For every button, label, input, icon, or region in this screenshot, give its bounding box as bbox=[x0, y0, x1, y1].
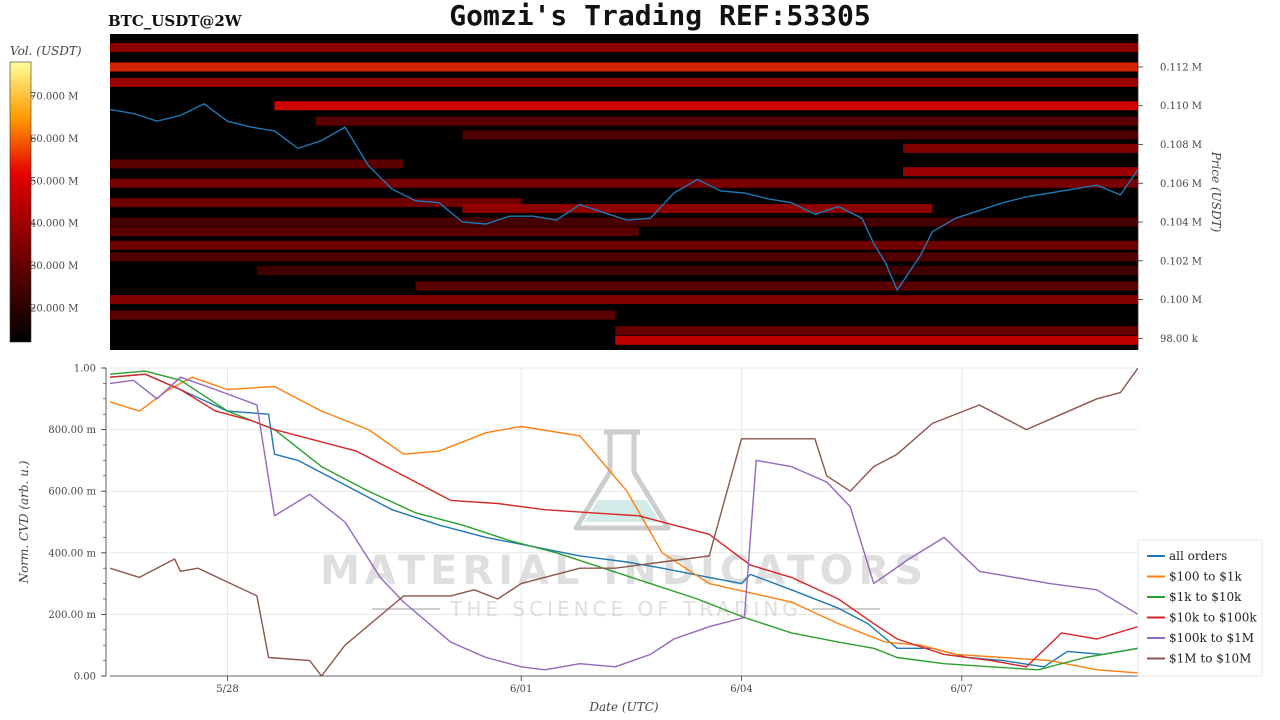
cvd-x-tick-label: 6/04 bbox=[730, 684, 752, 695]
liquidity-band bbox=[315, 116, 1138, 126]
cvd-y-axis-label: Norm. CVD (arb. u.) bbox=[17, 460, 31, 584]
price-axis-ticks: 98.00 k 0.100 M 0.102 M 0.104 M 0.106 M 0.108… bbox=[1138, 62, 1202, 345]
liquidity-band bbox=[415, 281, 1138, 291]
colorbar-ticks: 20.000 M 30.000 M 40.000 M 50.000 M 60.000 M… bbox=[30, 91, 78, 314]
cvd-x-tick-label: 6/01 bbox=[510, 684, 532, 695]
legend-entry: $100 to $1k bbox=[1169, 570, 1242, 584]
price-tick-label: 0.102 M bbox=[1160, 256, 1202, 267]
legend-entry: $10k to $100k bbox=[1169, 611, 1257, 625]
liquidity-band bbox=[110, 77, 1138, 87]
cvd-series-line bbox=[110, 376, 1138, 674]
colorbar bbox=[9, 61, 32, 343]
liquidity-band bbox=[615, 326, 1138, 336]
liquidity-band bbox=[903, 143, 1138, 153]
colorbar-tick-label: 50.000 M bbox=[30, 176, 78, 187]
price-line bbox=[110, 102, 1138, 292]
legend-entry: $1k to $10k bbox=[1169, 590, 1242, 604]
cvd-legend: all orders $100 to $1k $1k to $10k $10k to … bbox=[1137, 539, 1263, 677]
legend-entry: $100k to $1M bbox=[1169, 631, 1254, 645]
colorbar-tick-label: 60.000 M bbox=[30, 134, 78, 145]
legend-box bbox=[1137, 539, 1263, 677]
cvd-y-tick-label: 600.00 m bbox=[48, 487, 96, 498]
watermark-title: MATERIAL INDICATORS bbox=[320, 548, 928, 594]
liquidity-band bbox=[110, 178, 1138, 188]
price-tick-label: 0.108 M bbox=[1160, 140, 1202, 151]
chart-title: Gomzi's Trading REF:53305 bbox=[449, 0, 870, 32]
cvd-series-line bbox=[110, 376, 1138, 671]
cvd-y-tick-label: 200.00 m bbox=[48, 610, 96, 621]
colorbar-tick-label: 20.000 M bbox=[30, 304, 78, 315]
liquidity-band bbox=[903, 167, 1138, 177]
price-tick-label: 0.104 M bbox=[1160, 218, 1202, 229]
colorbar-label: Vol. (USDT) bbox=[10, 44, 82, 58]
liquidity-band bbox=[462, 203, 933, 213]
price-tick-label: 0.112 M bbox=[1160, 62, 1202, 73]
pair-label: BTC_USDT@2W bbox=[108, 12, 243, 30]
cvd-y-ticks: 0.00 200.00 m 400.00 m 600.00 m 800.00 m 1.00 bbox=[48, 364, 106, 683]
cvd-series-line bbox=[110, 368, 1138, 676]
cvd-y-tick-label: 0.00 bbox=[74, 672, 96, 683]
cvd-x-tick-label: 6/07 bbox=[951, 684, 973, 695]
liquidity-band bbox=[110, 252, 1138, 262]
cvd-series-line bbox=[110, 373, 1138, 668]
watermark: MATERIAL INDICATORS THE SCIENCE OF TRADI… bbox=[320, 429, 928, 621]
colorbar-tick-label: 40.000 M bbox=[30, 219, 78, 230]
liquidity-band bbox=[110, 227, 639, 237]
cvd-x-tick-label: 5/28 bbox=[216, 684, 238, 695]
price-tick-label: 0.106 M bbox=[1160, 179, 1202, 190]
price-tick-label: 0.110 M bbox=[1160, 101, 1202, 112]
cvd-y-tick-label: 800.00 m bbox=[48, 425, 96, 436]
colorbar-tick-label: 70.000 M bbox=[30, 91, 78, 102]
colorbar-tick-label: 30.000 M bbox=[30, 261, 78, 272]
legend-entry: all orders bbox=[1169, 549, 1227, 563]
liquidity-band bbox=[256, 266, 1138, 276]
liquidity-band bbox=[462, 130, 1138, 140]
price-tick-label: 0.100 M bbox=[1160, 295, 1202, 306]
liquidity-band bbox=[110, 240, 1138, 250]
liquidity-band bbox=[110, 62, 1138, 72]
watermark-subtitle: THE SCIENCE OF TRADING bbox=[449, 597, 802, 621]
liquidity-band bbox=[110, 159, 404, 169]
cvd-y-tick-label: 1.00 bbox=[74, 364, 96, 375]
cvd-lines bbox=[110, 368, 1138, 676]
liquidity-band bbox=[110, 295, 1138, 305]
legend-entry: $1M to $10M bbox=[1169, 652, 1251, 666]
liquidity-band bbox=[110, 43, 1138, 53]
liquidity-band bbox=[274, 101, 1138, 111]
price-tick-label: 98.00 k bbox=[1160, 334, 1199, 345]
price-axis-label: Price (USDT) bbox=[1209, 151, 1223, 233]
cvd-x-axis-label: Date (UTC) bbox=[588, 700, 658, 714]
liquidity-band bbox=[615, 335, 1138, 345]
cvd-x-ticks: 5/28 6/01 6/04 6/07 bbox=[216, 676, 973, 695]
liquidity-band bbox=[110, 198, 522, 208]
liquidity-band bbox=[110, 217, 1138, 227]
liquidity-band bbox=[110, 310, 616, 320]
cvd-y-tick-label: 400.00 m bbox=[48, 548, 96, 559]
heatmap-bands bbox=[110, 43, 1138, 345]
